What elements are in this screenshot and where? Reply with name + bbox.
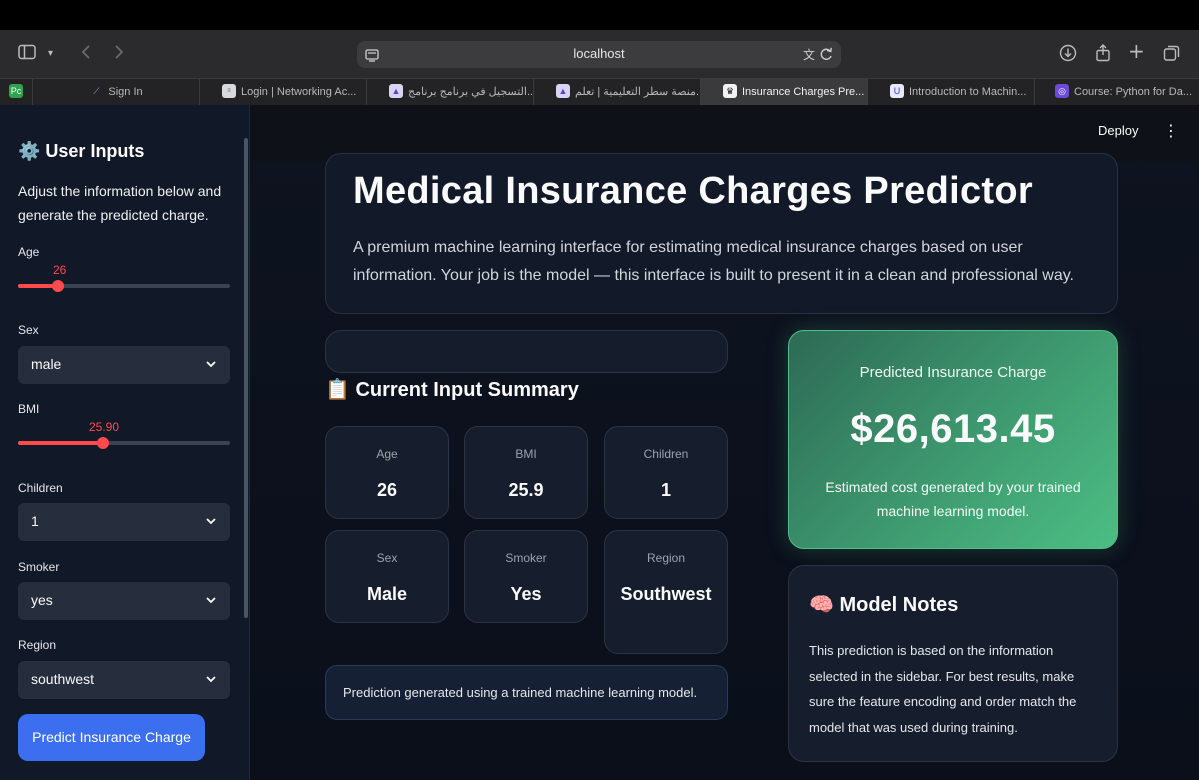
sidebar-title: ⚙️ User Inputs xyxy=(18,141,145,161)
sex-select-value: male xyxy=(31,356,62,372)
card-label: Children xyxy=(643,447,689,461)
card-label: BMI xyxy=(515,447,537,461)
main-content: Deploy ⋮ Medical Insurance Charges Predi… xyxy=(250,105,1199,780)
share-icon[interactable] xyxy=(1095,44,1111,67)
tab-satr-register[interactable]: ▲التسجيل في برنامج برنامج... xyxy=(367,79,534,106)
card-value: 1 xyxy=(660,480,671,500)
summary-card-smoker: Smoker Yes xyxy=(464,530,588,623)
cisco-favicon-icon: ≡ xyxy=(222,84,236,99)
page-subtitle: A premium machine learning interface for… xyxy=(353,239,1074,284)
tab-python-course[interactable]: ◎ Course: Python for Da... xyxy=(1035,79,1199,106)
card-label: Smoker xyxy=(505,551,547,565)
tab-sign-in[interactable]: ⟋ Sign In xyxy=(33,79,200,106)
translate-icon[interactable]: 文 xyxy=(802,48,815,62)
card-value: 26 xyxy=(376,480,398,500)
smoker-select-value: yes xyxy=(31,592,53,608)
card-label: Age xyxy=(376,447,398,461)
children-label: Children xyxy=(18,481,63,495)
bmi-slider-fill xyxy=(18,441,103,445)
age-slider-fill xyxy=(18,284,59,288)
smoker-select[interactable]: yes xyxy=(18,582,230,620)
summary-card-age: Age 26 xyxy=(325,426,449,519)
sidebar-toggle-icon[interactable] xyxy=(18,44,36,65)
chevron-down-icon xyxy=(206,676,216,683)
prediction-info-banner: Prediction generated using a trained mac… xyxy=(325,665,728,720)
crown-favicon-icon: ♛ xyxy=(723,84,737,99)
age-label: Age xyxy=(18,245,40,259)
brand-favicon-icon: ⟋ xyxy=(93,86,100,97)
card-label: Region xyxy=(646,551,686,565)
card-value: Yes xyxy=(510,584,542,604)
region-select-value: southwest xyxy=(31,671,95,687)
back-icon[interactable] xyxy=(80,44,92,65)
region-select[interactable]: southwest xyxy=(18,661,230,699)
bmi-slider-thumb[interactable] xyxy=(96,437,109,449)
region-label: Region xyxy=(18,638,57,652)
tab-networking[interactable]: ≡ Login | Networking Ac... xyxy=(200,79,367,106)
window-top-bar xyxy=(0,0,1199,30)
summary-card-region: Region Southwest xyxy=(604,530,728,654)
tab-insurance[interactable]: ♛ Insurance Charges Pre... xyxy=(701,79,868,106)
satr-favicon-icon: ▲ xyxy=(556,84,570,99)
predict-button[interactable]: Predict Insurance Charge xyxy=(18,714,205,761)
chevron-down-icon xyxy=(206,518,216,525)
children-select[interactable]: 1 xyxy=(18,503,230,541)
age-value: 26 xyxy=(53,263,67,277)
sex-select[interactable]: male xyxy=(18,346,230,384)
sidebar: ⚙️ User Inputs Adjust the information be… xyxy=(0,105,250,780)
age-slider[interactable] xyxy=(18,280,230,292)
page-title: Medical Insurance Charges Predictor xyxy=(353,170,1033,212)
satr-favicon-icon: ▲ xyxy=(389,84,403,99)
kebab-menu-icon[interactable]: ⋮ xyxy=(1163,121,1179,140)
card-value: 25.9 xyxy=(508,480,544,500)
app-header: Deploy ⋮ xyxy=(250,105,1199,161)
new-tab-icon[interactable]: + xyxy=(1128,39,1145,63)
smoker-label: Smoker xyxy=(18,560,60,574)
chevron-down-icon xyxy=(206,361,216,368)
summary-card-bmi: BMI 25.9 xyxy=(464,426,588,519)
empty-container xyxy=(325,330,728,373)
prediction-value: $26,613.45 xyxy=(850,407,1056,451)
sidebar-scrollbar[interactable] xyxy=(244,138,248,618)
prediction-label: Predicted Insurance Charge xyxy=(859,364,1047,381)
u-favicon-icon: U xyxy=(890,84,904,99)
prediction-card: Predicted Insurance Charge $26,613.45 Es… xyxy=(788,330,1118,549)
chevron-down-icon[interactable]: ▾ xyxy=(48,48,54,59)
pc-favicon-icon: Pc xyxy=(9,84,23,99)
model-notes-title: 🧠 Model Notes xyxy=(809,594,959,616)
page-settings-icon[interactable] xyxy=(365,47,379,66)
address-text: localhost xyxy=(573,46,625,61)
sex-label: Sex xyxy=(18,323,39,337)
age-slider-thumb[interactable] xyxy=(52,280,65,292)
course-favicon-icon: ◎ xyxy=(1055,84,1069,99)
sidebar-description: Adjust the information below and generat… xyxy=(18,183,222,223)
bmi-slider[interactable] xyxy=(18,437,230,449)
model-notes-text: This prediction is based on the informat… xyxy=(809,643,1077,735)
tab-intro-ml[interactable]: U Introduction to Machin... xyxy=(868,79,1035,106)
children-select-value: 1 xyxy=(31,513,39,529)
bmi-value: 25.90 xyxy=(89,420,120,434)
card-value: Male xyxy=(366,584,408,604)
chevron-down-icon xyxy=(206,597,216,604)
tab-overview-icon[interactable] xyxy=(1163,44,1181,67)
summary-title: 📋 Current Input Summary xyxy=(325,379,579,401)
tab-bar: Pc ⟋ Sign In ≡ Login | Networking Ac... ▲ ا… xyxy=(0,78,1199,106)
summary-card-children: Children 1 xyxy=(604,426,728,519)
address-bar[interactable]: localhost 文 xyxy=(357,41,841,68)
download-icon[interactable] xyxy=(1059,44,1077,67)
card-value: Southwest xyxy=(620,584,712,604)
reload-icon[interactable] xyxy=(820,46,833,65)
model-notes-card: 🧠 Model Notes This prediction is based o… xyxy=(788,565,1118,762)
tab-satr-platform[interactable]: ▲منصة سطر التعليمية | تعلم... xyxy=(534,79,701,106)
card-label: Sex xyxy=(376,551,398,565)
summary-card-sex: Sex Male xyxy=(325,530,449,623)
prediction-description: Estimated cost generated by your trained… xyxy=(825,479,1081,519)
bmi-label: BMI xyxy=(18,402,40,416)
hero-card: Medical Insurance Charges Predictor A pr… xyxy=(325,153,1118,314)
tab-pinned[interactable]: Pc xyxy=(0,79,33,106)
forward-icon[interactable] xyxy=(113,44,125,65)
deploy-button[interactable]: Deploy xyxy=(1098,123,1139,138)
